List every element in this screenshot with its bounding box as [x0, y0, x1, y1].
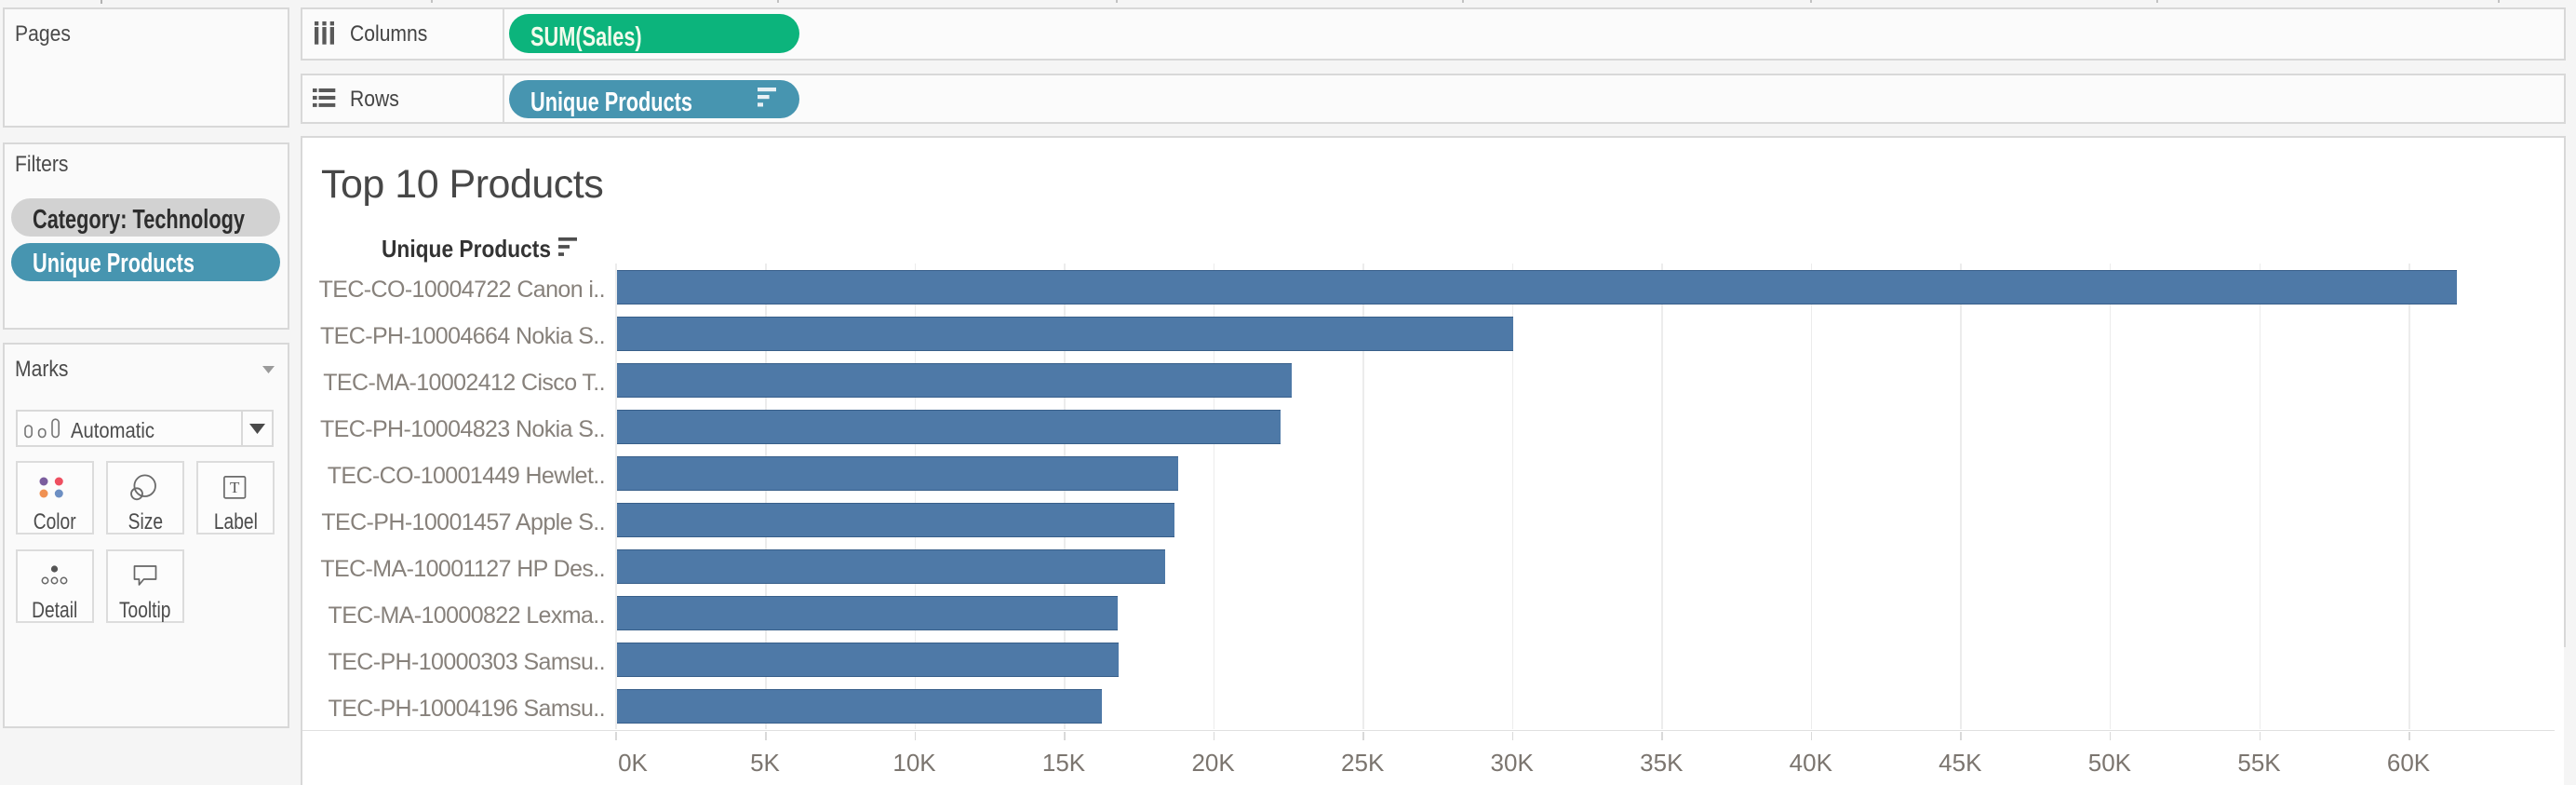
svg-text:T: T — [230, 479, 240, 496]
